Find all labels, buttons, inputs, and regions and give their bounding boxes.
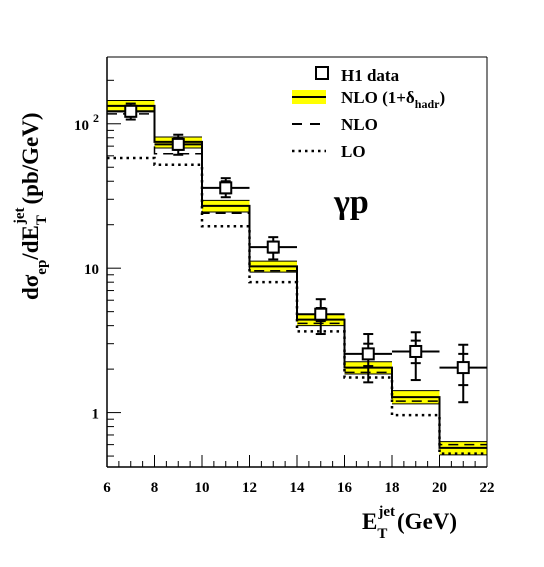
data-point xyxy=(107,102,155,121)
data-points-layer xyxy=(107,102,487,404)
x-axis-title: ETjet(GeV) xyxy=(362,504,457,542)
data-marker xyxy=(266,240,280,254)
y-tick-label: 10 xyxy=(84,262,99,278)
x-tick-label: 8 xyxy=(151,480,159,496)
legend-item-data: H1 data xyxy=(315,66,400,85)
data-point xyxy=(202,177,250,199)
data-marker xyxy=(314,307,328,321)
data-point xyxy=(297,298,345,336)
data-marker xyxy=(219,181,233,195)
legend-item-nlo: NLO xyxy=(292,115,378,134)
data-marker xyxy=(456,361,470,375)
x-tick-label: 6 xyxy=(103,480,111,496)
x-tick-label: 18 xyxy=(385,480,400,496)
legend-marker-data xyxy=(315,66,329,80)
legend-label-data: H1 data xyxy=(341,66,400,85)
data-marker xyxy=(361,347,375,361)
data-point xyxy=(439,343,487,404)
y-axis-title: dσep/dETjet(pb/GeV) xyxy=(12,112,50,300)
legend-item-band: NLO (1+δhadr) xyxy=(292,88,445,111)
data-marker xyxy=(124,104,138,118)
legend-label-band: NLO (1+δhadr) xyxy=(341,88,445,111)
data-point xyxy=(392,331,440,382)
x-tick-label: 22 xyxy=(480,480,495,496)
data-point xyxy=(344,333,392,384)
x-tick-label: 14 xyxy=(290,480,306,496)
legend: H1 data NLO (1+δhadr) NLO LO xyxy=(292,66,445,161)
x-tick-label: 12 xyxy=(242,480,257,496)
legend-item-lo: LO xyxy=(292,142,366,161)
y-tick-label: 10 2 xyxy=(74,111,99,134)
data-point xyxy=(154,133,202,156)
data-marker xyxy=(171,137,185,151)
axes-layer: 6 8 10 12 14 16 18 20 22 1 10 10 2 xyxy=(74,56,495,496)
process-annotation: γp xyxy=(333,184,369,221)
data-point xyxy=(249,236,297,261)
legend-label-lo: LO xyxy=(341,142,366,161)
legend-label-nlo: NLO xyxy=(341,115,378,134)
x-tick-label: 20 xyxy=(432,480,447,496)
data-marker xyxy=(409,344,423,358)
y-tick-label: 1 xyxy=(92,407,100,423)
x-tick-label: 10 xyxy=(195,480,210,496)
x-tick-label: 16 xyxy=(337,480,353,496)
